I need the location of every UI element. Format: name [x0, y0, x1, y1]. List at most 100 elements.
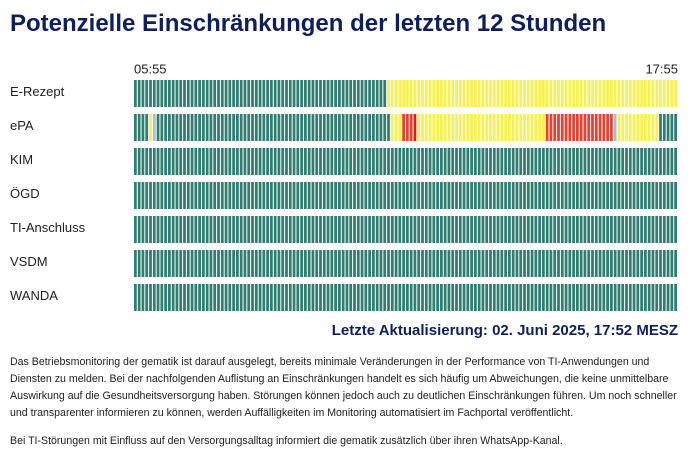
status-strip — [659, 114, 662, 141]
status-strip — [504, 114, 507, 141]
status-strip — [345, 182, 349, 209]
status-strip — [186, 182, 190, 209]
status-strip — [406, 114, 409, 141]
status-strip — [398, 148, 402, 175]
status-strip — [538, 216, 541, 243]
status-strip — [322, 250, 326, 277]
status-strip — [564, 182, 568, 209]
status-strip — [519, 114, 523, 141]
status-strip — [387, 250, 390, 277]
status-strip — [356, 148, 360, 175]
status-strip — [220, 284, 224, 311]
status-strip — [636, 114, 640, 141]
status-strip — [341, 284, 345, 311]
status-strip — [292, 182, 296, 209]
status-strip — [341, 182, 345, 209]
status-strip — [179, 114, 183, 141]
status-strip — [239, 182, 243, 209]
status-strip — [515, 80, 519, 107]
status-strip — [330, 284, 334, 311]
status-strip — [564, 216, 568, 243]
status-strip — [168, 284, 171, 311]
status-strip — [202, 80, 205, 107]
status-strip — [504, 182, 507, 209]
status-strip — [576, 250, 579, 277]
status-strip — [338, 148, 341, 175]
status-strip — [508, 182, 511, 209]
status-strip — [515, 284, 519, 311]
status-strip — [379, 148, 383, 175]
status-strip — [602, 216, 606, 243]
status-strip — [470, 284, 473, 311]
status-strip — [281, 216, 285, 243]
status-strip — [553, 182, 557, 209]
status-strip — [152, 148, 156, 175]
status-strip — [628, 216, 632, 243]
status-strip — [247, 284, 251, 311]
status-strip — [591, 284, 594, 311]
status-strip — [338, 216, 341, 243]
status-strip — [315, 148, 319, 175]
status-strip — [674, 284, 677, 311]
status-strip — [330, 148, 334, 175]
status-strip — [360, 114, 364, 141]
status-strip — [345, 80, 349, 107]
status-strip — [202, 148, 205, 175]
status-strip — [288, 148, 292, 175]
status-strip — [326, 182, 330, 209]
status-strip — [311, 80, 315, 107]
status-strip — [617, 114, 621, 141]
status-strip — [610, 182, 613, 209]
status-strip — [149, 284, 152, 311]
status-strip — [568, 250, 572, 277]
status-strip — [341, 114, 345, 141]
status-strip — [360, 182, 364, 209]
status-strip — [432, 114, 436, 141]
status-strip — [613, 250, 617, 277]
status-strip — [458, 216, 462, 243]
status-strip — [270, 216, 273, 243]
status-strip — [451, 284, 455, 311]
status-strip — [220, 114, 224, 141]
status-strip — [428, 80, 432, 107]
status-strip — [576, 80, 579, 107]
status-strip — [171, 148, 175, 175]
status-strip — [326, 114, 330, 141]
status-strip — [636, 80, 640, 107]
status-strip — [194, 284, 198, 311]
status-strip — [538, 114, 541, 141]
status-strip — [251, 80, 254, 107]
status-strip — [451, 148, 455, 175]
status-strip — [224, 182, 228, 209]
status-strip — [398, 284, 402, 311]
row-label: WANDA — [10, 288, 58, 303]
status-strip — [632, 284, 636, 311]
status-strip — [424, 148, 428, 175]
status-strip — [326, 250, 330, 277]
status-strip — [341, 250, 345, 277]
status-strip — [262, 148, 266, 175]
status-timeline: 05:55 17:55 E-Rezept ePA KIM ÖGD TI-Anschlus… — [10, 61, 678, 311]
status-strip — [164, 80, 167, 107]
status-strip — [315, 216, 319, 243]
status-strip — [179, 182, 183, 209]
status-strip — [432, 182, 436, 209]
status-strip — [470, 250, 473, 277]
status-strip — [545, 148, 549, 175]
status-strip — [149, 250, 152, 277]
status-strip — [330, 250, 334, 277]
status-strip — [334, 182, 337, 209]
status-strip — [334, 284, 337, 311]
status-strip — [345, 114, 349, 141]
status-strip — [152, 250, 156, 277]
status-strip — [224, 148, 228, 175]
status-strip — [137, 284, 141, 311]
status-strip — [383, 80, 387, 107]
status-strip — [156, 182, 160, 209]
status-strip — [243, 182, 247, 209]
status-strip — [398, 216, 402, 243]
status-strip — [168, 182, 171, 209]
status-strip — [666, 182, 670, 209]
status-strip — [322, 148, 326, 175]
status-strip — [322, 216, 326, 243]
